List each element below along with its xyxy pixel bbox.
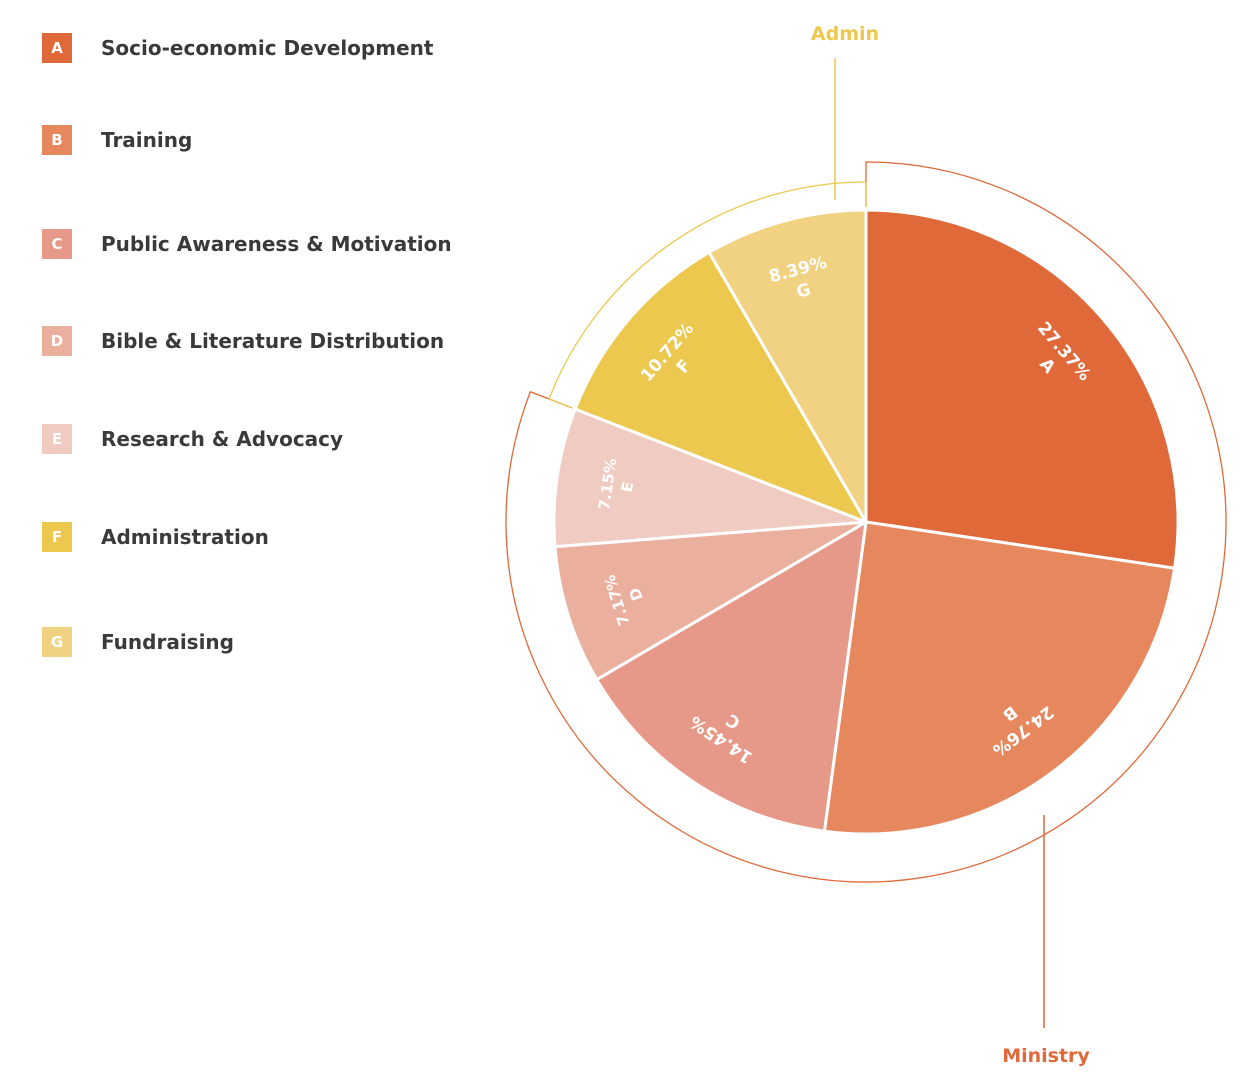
legend-label-g: Fundraising: [101, 630, 234, 654]
legend-item-b: B Training: [42, 125, 192, 155]
pie-slice-f: [573, 250, 868, 524]
pie-slices: [552, 208, 1180, 836]
legend-item-c: C Public Awareness & Motivation: [42, 229, 452, 259]
legend-swatch-e: E: [42, 424, 72, 454]
legend-item-g: G Fundraising: [42, 627, 234, 657]
ministry-group-label: Ministry: [1002, 1045, 1090, 1067]
legend-label-b: Training: [101, 128, 193, 152]
legend-label-c: Public Awareness & Motivation: [101, 232, 452, 256]
legend-label-e: Research & Advocacy: [101, 427, 344, 451]
legend-swatch-a: A: [42, 33, 72, 63]
ministry-group-bracket: [505, 161, 1227, 883]
legend-swatch-g: G: [42, 627, 72, 657]
pie-slice-b: [822, 520, 1177, 836]
group-callouts: Admin Ministry: [811, 23, 1090, 1067]
legend-item-e: E Research & Advocacy: [42, 424, 343, 454]
pie-slice-d: [553, 520, 868, 682]
legend-swatch-b: B: [42, 125, 72, 155]
legend-swatch-f: F: [42, 522, 72, 552]
pie-slice-e: [552, 407, 868, 549]
legend-swatch-d: D: [42, 326, 72, 356]
legend-item-d: D Bible & Literature Distribution: [42, 326, 444, 356]
legend-label-a: Socio-economic Development: [101, 36, 434, 60]
pie-slice-c: [595, 520, 868, 833]
slice-letter-label-g: G: [794, 280, 813, 303]
legend-item-a: A Socio-economic Development: [42, 33, 433, 63]
legend-item-f: F Administration: [42, 522, 269, 552]
group-brackets: [505, 161, 1227, 883]
legend-label-f: Administration: [101, 525, 269, 549]
legend-label-d: Bible & Literature Distribution: [101, 329, 445, 353]
admin-group-label: Admin: [811, 23, 879, 45]
pie-slice-g: [707, 208, 868, 524]
slice-letter-label-d: D: [626, 586, 647, 603]
admin-group-bracket: [548, 181, 867, 409]
pie-slice-a: [864, 208, 1180, 570]
legend-swatch-c: C: [42, 229, 72, 259]
legend: A Socio-economic Development B Training …: [0, 0, 480, 700]
slice-letter-label-e: E: [618, 481, 637, 494]
